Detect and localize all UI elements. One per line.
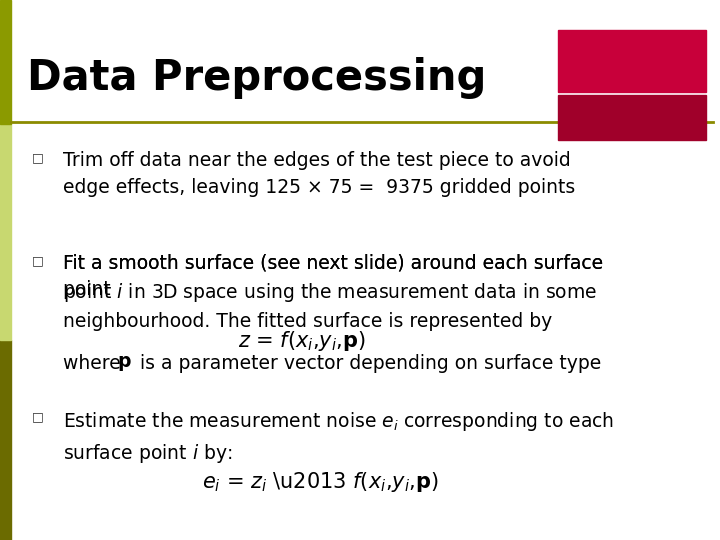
Text: Trim off data near the edges of the test piece to avoid
edge effects, leaving 12: Trim off data near the edges of the test…	[63, 151, 575, 197]
Text: where: where	[63, 354, 127, 373]
Text: $\mathit{z}$ = $\mathit{f}$($\mathit{x}_i$,$\mathit{y}_i$,$\mathbf{p}$): $\mathit{z}$ = $\mathit{f}$($\mathit{x}_…	[238, 329, 366, 353]
Text: □: □	[32, 410, 43, 423]
Text: Estimate the measurement noise $e_i$ corresponding to each
surface point $\mathi: Estimate the measurement noise $e_i$ cor…	[63, 410, 615, 465]
Text: UNIVERSITY: UNIVERSITY	[601, 69, 662, 79]
Text: Fit a smooth surface (see next slide) around each surface
point $\mathit{i}$ in : Fit a smooth surface (see next slide) ar…	[63, 254, 603, 331]
Text: $\mathit{e}_i$ = $\mathit{z}_i$ \u2013 $\mathit{f}$($\mathit{x}_{i}$,$\mathit{y}: $\mathit{e}_i$ = $\mathit{z}_i$ \u2013 $…	[202, 470, 438, 494]
Text: Data Preprocessing: Data Preprocessing	[27, 57, 487, 99]
Text: $\mathbf{p}$: $\mathbf{p}$	[117, 354, 132, 373]
Text: is a parameter vector depending on surface type: is a parameter vector depending on surfa…	[134, 354, 601, 373]
Text: Fit a smooth surface (see next slide) around each surface
point: Fit a smooth surface (see next slide) ar…	[63, 254, 603, 299]
Text: CAERDYDD: CAERDYDD	[588, 122, 676, 137]
Text: □: □	[32, 151, 43, 164]
Text: PRIFYSGOL: PRIFYSGOL	[599, 109, 665, 119]
Text: CARDIFF: CARDIFF	[596, 51, 667, 65]
Text: □: □	[32, 254, 43, 267]
